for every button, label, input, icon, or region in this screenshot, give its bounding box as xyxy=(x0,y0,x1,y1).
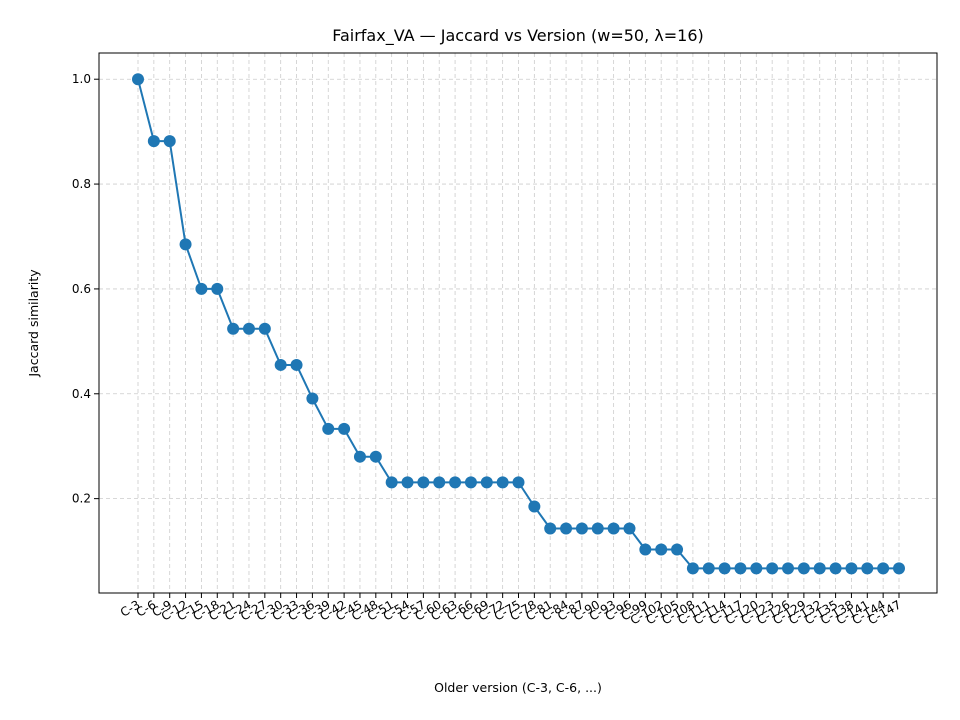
data-point xyxy=(417,476,430,489)
data-point xyxy=(591,522,604,535)
data-point xyxy=(147,135,160,148)
data-point xyxy=(861,562,874,575)
data-point xyxy=(132,73,144,86)
data-point xyxy=(496,476,509,489)
data-point xyxy=(163,135,176,148)
data-point xyxy=(560,522,573,535)
data-point xyxy=(718,562,731,575)
data-point xyxy=(639,543,652,556)
data-point xyxy=(575,522,588,535)
data-point xyxy=(655,543,668,556)
y-tick-label: 0.2 xyxy=(72,492,91,506)
data-point xyxy=(306,392,319,405)
y-axis: 0.2 0.4 0.6 0.8 1.0 xyxy=(72,72,99,506)
x-axis-label: Older version (C-3, C-6, ...) xyxy=(434,680,602,695)
data-point xyxy=(369,450,382,463)
y-tick-label: 0.8 xyxy=(72,177,91,191)
data-point xyxy=(686,562,699,575)
data-point xyxy=(227,322,240,335)
data-point xyxy=(385,476,398,489)
data-point xyxy=(480,476,493,489)
data-point xyxy=(401,476,414,489)
data-point xyxy=(449,476,462,489)
data-point xyxy=(893,562,905,575)
y-axis-label: Jaccard similarity xyxy=(26,269,41,378)
data-point xyxy=(242,322,255,335)
data-point xyxy=(750,562,763,575)
data-point xyxy=(845,562,858,575)
series xyxy=(132,73,905,575)
data-point xyxy=(274,358,287,371)
data-point xyxy=(797,562,810,575)
plot-frame xyxy=(98,52,938,594)
data-point xyxy=(671,543,684,556)
data-point xyxy=(623,522,636,535)
data-point xyxy=(353,450,366,463)
grid xyxy=(99,53,937,593)
data-point xyxy=(179,238,192,251)
data-point xyxy=(195,282,208,295)
data-point xyxy=(322,422,335,435)
y-tick-label: 0.6 xyxy=(72,282,91,296)
data-point xyxy=(544,522,557,535)
data-point xyxy=(290,358,303,371)
data-point xyxy=(464,476,477,489)
y-tick-label: 1.0 xyxy=(72,72,91,86)
data-point xyxy=(433,476,446,489)
data-point xyxy=(258,322,271,335)
data-point xyxy=(782,562,795,575)
data-point xyxy=(877,562,890,575)
data-point xyxy=(813,562,826,575)
chart-title: Fairfax_VA — Jaccard vs Version (w=50, λ… xyxy=(332,26,704,46)
y-tick-label: 0.4 xyxy=(72,387,91,401)
x-axis: C-3C-6C-9C-12C-15C-18C-21C-24C-27C-30C-3… xyxy=(118,593,904,627)
data-point xyxy=(702,562,715,575)
data-point xyxy=(211,282,224,295)
data-point xyxy=(766,562,779,575)
data-point xyxy=(829,562,842,575)
data-point xyxy=(607,522,620,535)
data-point xyxy=(528,500,541,513)
data-point xyxy=(338,422,351,435)
data-point xyxy=(512,476,525,489)
data-point xyxy=(734,562,747,575)
